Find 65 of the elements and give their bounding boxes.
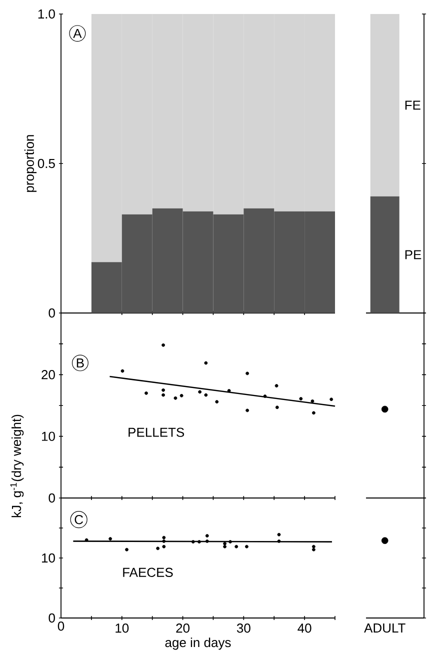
point — [277, 540, 281, 543]
annotation: A — [73, 28, 82, 38]
point — [156, 546, 160, 550]
point — [162, 536, 166, 540]
y-tick-label: 10 — [42, 553, 55, 563]
point — [312, 544, 316, 548]
point — [108, 537, 112, 540]
point — [223, 544, 226, 548]
x-tick-label: 0 — [58, 622, 64, 631]
point — [84, 538, 88, 542]
point — [274, 384, 278, 388]
point — [312, 411, 316, 415]
y-tick-label: 1.0 — [38, 9, 55, 19]
point — [198, 540, 201, 544]
x-tick-label: 20 — [176, 624, 190, 633]
x-tick-label: 30 — [236, 624, 250, 633]
point — [275, 406, 279, 410]
point — [215, 400, 219, 404]
point — [330, 398, 334, 402]
point — [277, 532, 281, 536]
annotation: PELLETS — [128, 428, 184, 437]
point — [205, 540, 209, 543]
point — [204, 393, 208, 397]
x-axis-title: age in days — [165, 638, 231, 650]
point — [246, 408, 250, 412]
y-axis-title: proportion — [24, 135, 37, 192]
y-tick-label: 0 — [48, 308, 55, 318]
y-tick-label: 0 — [48, 613, 55, 623]
point — [180, 394, 184, 398]
x-tick-label: 10 — [116, 624, 129, 633]
point — [125, 548, 128, 552]
series-label: PE — [405, 250, 422, 260]
point — [227, 388, 231, 392]
y-tick-label: 0.5 — [38, 158, 55, 168]
point — [310, 399, 314, 403]
point — [162, 540, 166, 543]
point — [299, 397, 303, 400]
point — [204, 361, 208, 365]
point — [162, 388, 165, 392]
point — [223, 542, 226, 546]
annotation: B — [76, 358, 84, 368]
x-tick-label: 40 — [298, 624, 312, 633]
point — [246, 372, 250, 376]
point — [245, 544, 248, 548]
point — [144, 391, 148, 395]
point — [263, 394, 267, 398]
point — [228, 540, 232, 544]
point — [162, 343, 165, 347]
point — [312, 548, 316, 552]
annotation: C — [74, 514, 84, 524]
series-label: FE — [405, 100, 420, 110]
point — [205, 534, 209, 538]
point — [120, 369, 124, 373]
y-axis-title: kJ, g$^{-1}$(dry weight) — [10, 414, 24, 518]
y-tick-label: 20 — [42, 370, 55, 380]
point — [198, 390, 202, 394]
point — [234, 544, 238, 548]
point — [162, 393, 165, 397]
point — [162, 544, 166, 548]
point — [174, 396, 178, 400]
point — [191, 540, 195, 544]
y-tick-label: 0 — [48, 493, 55, 503]
annotation: FAECES — [123, 568, 173, 577]
y-tick-label: 10 — [42, 432, 55, 441]
x-tick-label: ADULT — [364, 624, 406, 633]
